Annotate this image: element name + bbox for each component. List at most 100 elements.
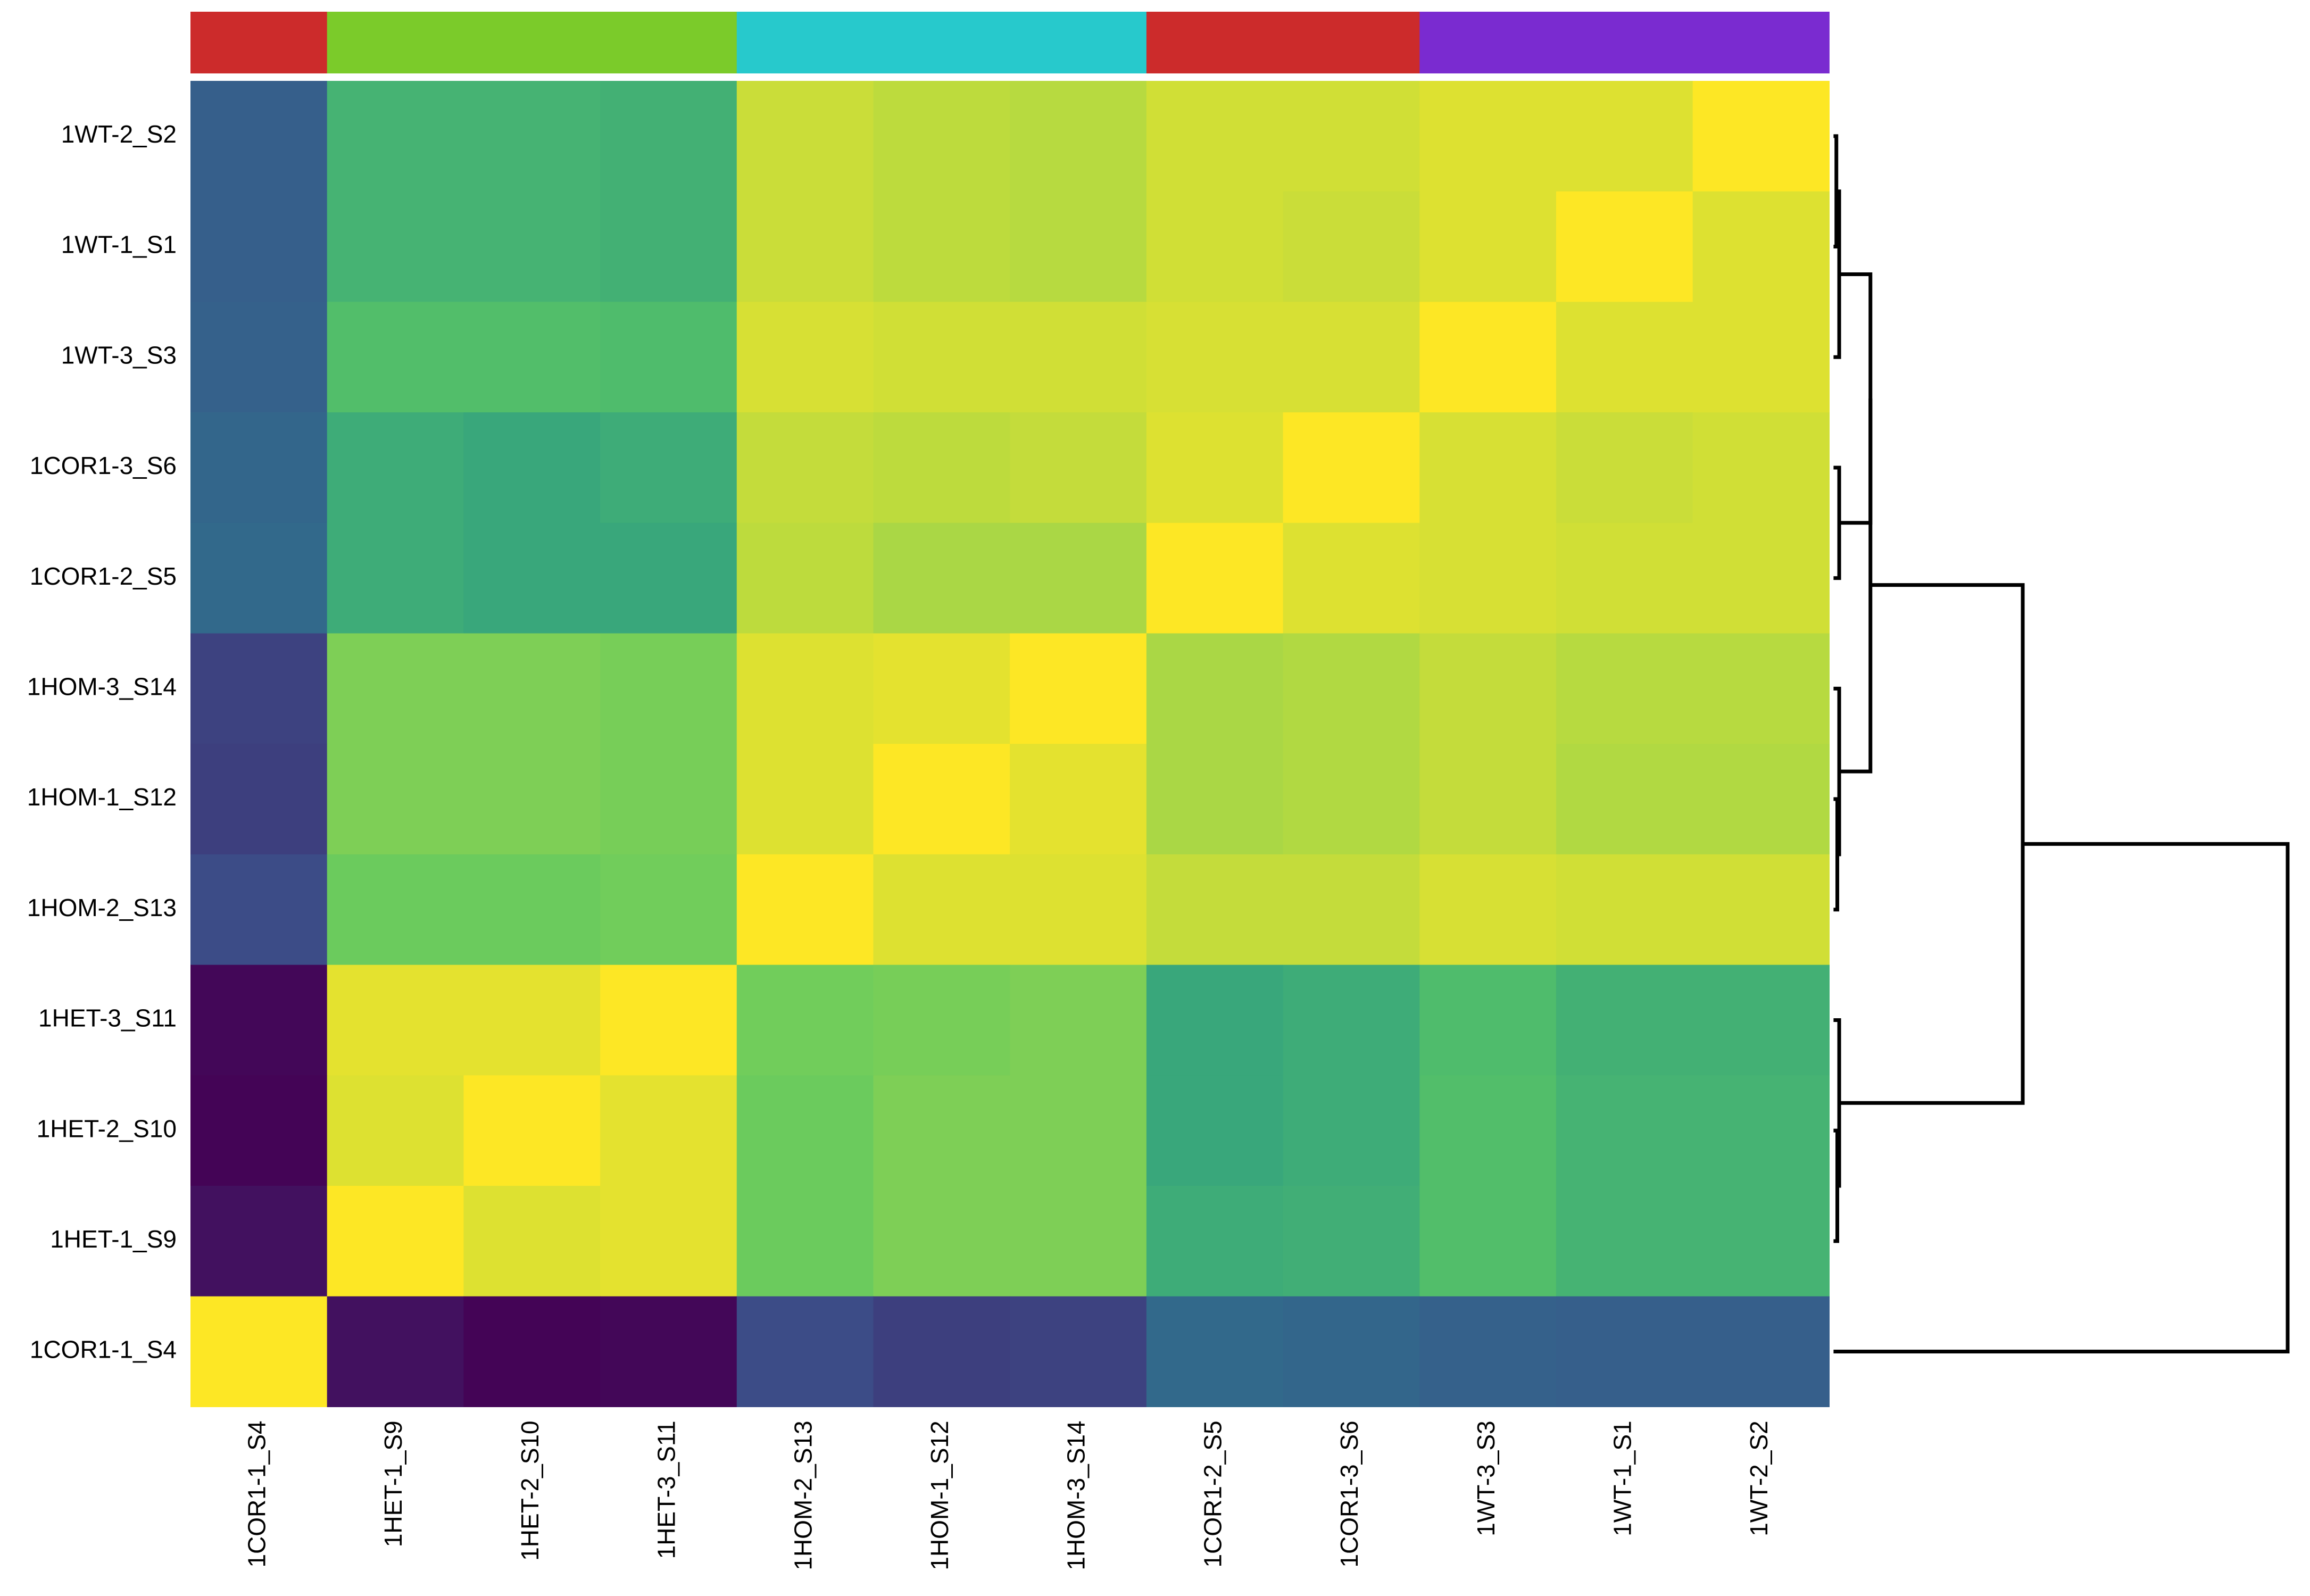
dendrogram-branch: [1839, 398, 1873, 774]
heatmap-cell: [1556, 191, 1693, 302]
heatmap-cell: [327, 522, 464, 634]
annotation-cell-1HET-2_S10: [463, 12, 601, 73]
heatmap-cell: [1556, 522, 1693, 634]
heatmap-cell: [1556, 1186, 1693, 1297]
column-label: 1HET-1_S9: [379, 1420, 407, 1547]
heatmap-cell: [190, 744, 328, 855]
heatmap-cell: [1692, 965, 1830, 1076]
heatmap-cell: [1146, 191, 1284, 302]
heatmap-cell: [1692, 522, 1830, 634]
column-label: 1HOM-3_S14: [1062, 1420, 1090, 1570]
heatmap-cell: [1419, 633, 1557, 744]
heatmap-cell: [873, 744, 1010, 855]
column-labels: 1COR1-1_S4 1HET-1_S9 1HET-2_S10 1HET-3_S11 1…: [243, 1420, 1773, 1570]
heatmap-cell: [190, 522, 328, 634]
heatmap-cell: [873, 633, 1010, 744]
column-label: 1HET-3_S11: [653, 1420, 680, 1559]
row-label: 1WT-2_S2: [61, 120, 177, 148]
heatmap-cell: [600, 302, 737, 413]
annotation-cell-1HET-1_S9: [327, 12, 464, 73]
heatmap-cell: [1283, 633, 1420, 744]
heatmap-cell: [1556, 412, 1693, 523]
heatmap-cell: [463, 302, 601, 413]
heatmap-cell: [190, 854, 328, 966]
heatmap-cell: [1010, 1186, 1147, 1297]
annotation-cell-1WT-2_S2: [1692, 12, 1830, 73]
heatmap-cell: [1146, 744, 1284, 855]
heatmap-cell: [190, 412, 328, 523]
heatmap-cell: [327, 412, 464, 523]
heatmap-cell: [873, 1186, 1010, 1297]
annotation-cell-1HET-3_S11: [600, 12, 737, 73]
heatmap-cell: [1010, 633, 1147, 744]
heatmap-cell: [327, 81, 464, 192]
heatmap-cell: [600, 1186, 737, 1297]
heatmap-cell: [327, 633, 464, 744]
heatmap-cell: [736, 744, 874, 855]
heatmap-cell: [1692, 412, 1830, 523]
heatmap-cell: [463, 854, 601, 966]
column-label: 1WT-3_S3: [1472, 1420, 1500, 1536]
dendrogram-branch: [1833, 466, 1841, 580]
column-label: 1HET-2_S10: [516, 1420, 544, 1560]
dendrogram-branch: [1839, 583, 2025, 1105]
heatmap-cell: [736, 633, 874, 744]
column-label: 1HOM-1_S12: [926, 1420, 953, 1570]
row-label: 1HET-1_S9: [50, 1225, 177, 1253]
row-label: 1WT-3_S3: [61, 341, 177, 369]
heatmap-cell: [1010, 965, 1147, 1076]
heatmap-cell: [327, 1296, 464, 1407]
row-label: 1HOM-1_S12: [27, 783, 177, 811]
heatmap-cell: [327, 854, 464, 966]
heatmap-cell: [1010, 522, 1147, 634]
heatmap-cell: [327, 965, 464, 1076]
heatmap-cell: [190, 1296, 328, 1407]
heatmap-cell: [736, 1075, 874, 1186]
heatmap-cell: [1146, 965, 1284, 1076]
heatmap-cell: [736, 1296, 874, 1407]
heatmap-cell: [463, 633, 601, 744]
heatmap-cell: [1283, 1186, 1420, 1297]
heatmap-cell: [873, 965, 1010, 1076]
heatmap-cell: [1010, 412, 1147, 523]
dendrogram-branch: [1833, 134, 1839, 249]
heatmap-cell: [1283, 191, 1420, 302]
heatmap-cell: [1146, 854, 1284, 966]
heatmap-cell: [463, 965, 601, 1076]
column-label: 1COR1-1_S4: [243, 1420, 271, 1567]
heatmap-cell: [600, 1296, 737, 1407]
heatmap-cell: [600, 744, 737, 855]
heatmap-cell: [1010, 1075, 1147, 1186]
heatmap-cell: [1146, 1296, 1284, 1407]
heatmap-cell: [1556, 1296, 1693, 1407]
heatmap-cell: [736, 854, 874, 966]
heatmap-cell: [1419, 744, 1557, 855]
column-label: 1WT-1_S1: [1609, 1420, 1636, 1536]
row-labels: 1WT-2_S2 1WT-1_S1 1WT-3_S3 1COR1-3_S6 1COR1-…: [27, 120, 177, 1364]
heatmap-cell: [1146, 412, 1284, 523]
row-label: 1HOM-2_S13: [27, 894, 177, 921]
heatmap-cell: [1692, 302, 1830, 413]
heatmap-cell: [463, 191, 601, 302]
heatmap-cell: [873, 854, 1010, 966]
heatmap-cell: [463, 1296, 601, 1407]
heatmap-cell: [600, 522, 737, 634]
heatmap-cell: [463, 1075, 601, 1186]
heatmap-cell: [1146, 522, 1284, 634]
heatmap-cell: [1419, 191, 1557, 302]
heatmap-cell: [1419, 302, 1557, 413]
heatmap-cell: [1010, 1296, 1147, 1407]
heatmap-cell: [1556, 302, 1693, 413]
heatmap-cell: [190, 1186, 328, 1297]
heatmap-cell: [736, 191, 874, 302]
annotation-cell-1COR1-3_S6: [1283, 12, 1420, 73]
heatmap-cell: [1419, 81, 1557, 192]
heatmap-cell: [1283, 744, 1420, 855]
heatmap-cell: [1692, 81, 1830, 192]
dendrogram-branch: [1833, 797, 1840, 912]
heatmap-cell: [463, 81, 601, 192]
heatmap-cell: [1556, 965, 1693, 1076]
column-annotation-bar: [190, 12, 1830, 73]
heatmap-cell: [1283, 854, 1420, 966]
heatmap-cell: [1283, 412, 1420, 523]
